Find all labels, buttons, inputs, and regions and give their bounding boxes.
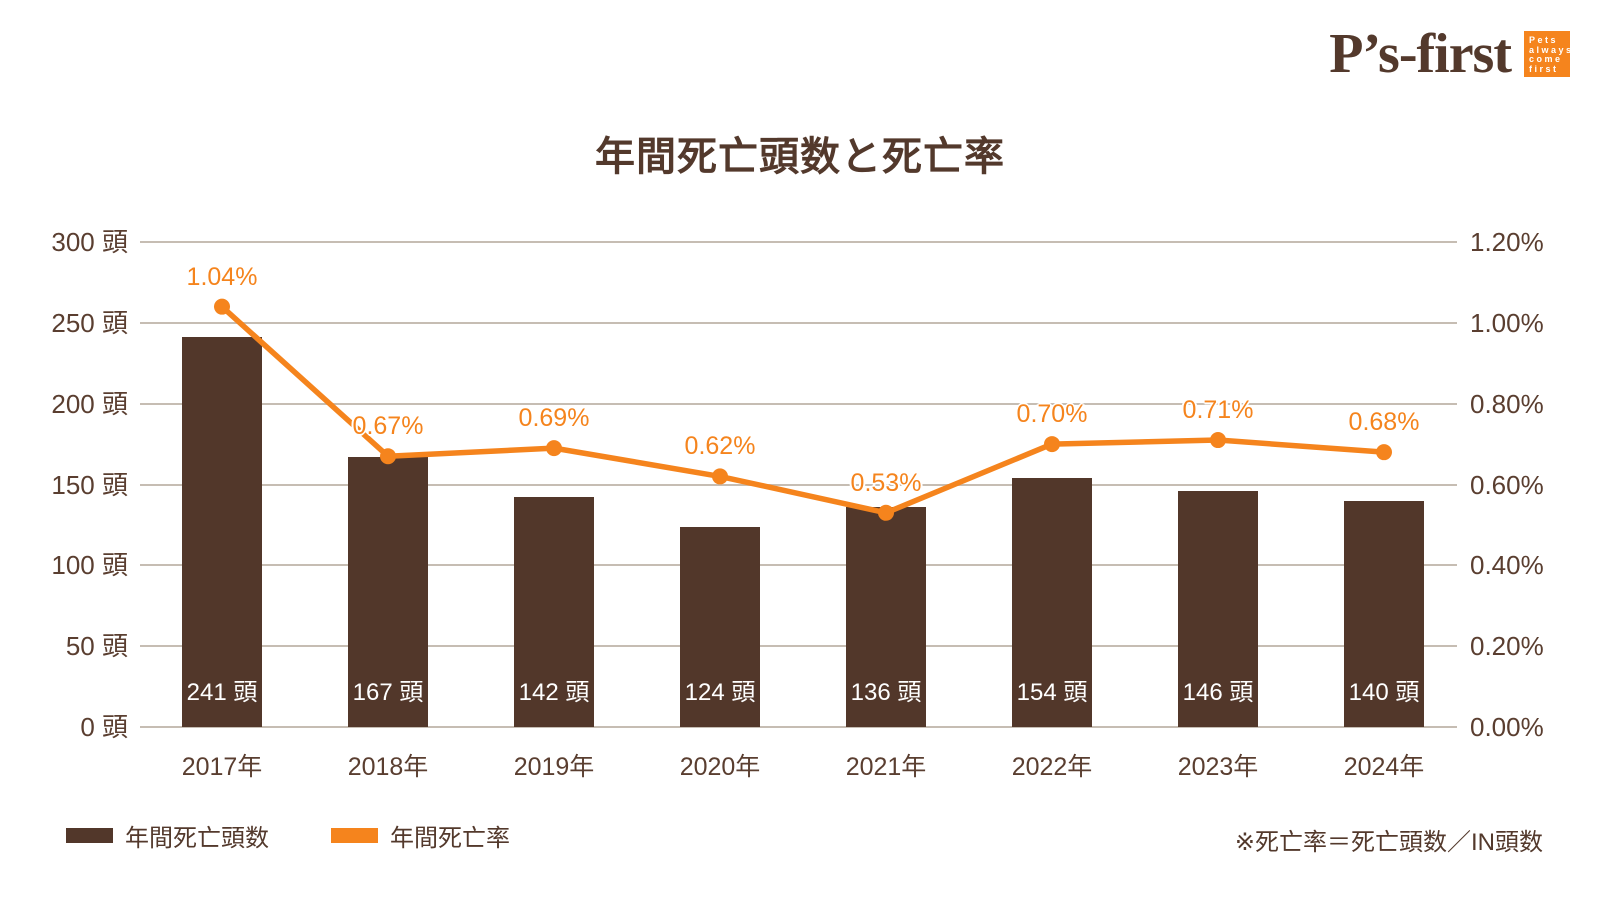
bar-2020年: 124 頭 [680,526,760,727]
bar-2018年: 167 頭 [348,457,428,727]
right-axis-tick-0.40%: 0.40% [1470,550,1544,581]
bar-2024年: 140 頭 [1344,500,1424,727]
legend-item-deaths: 年間死亡頭数 [66,818,269,853]
bar-value-label-2021年: 136 頭 [850,678,922,706]
legend-item-rate: 年間死亡率 [331,818,510,853]
footnote: ※死亡率＝死亡頭数／IN頭数 [1234,829,1543,856]
logo-badge-line: always [1529,44,1574,55]
right-axis-tick-1.20%: 1.20% [1470,227,1544,257]
line-value-label-2018年: 0.67% [352,412,424,441]
x-axis-label-2020年: 2020年 [679,753,761,781]
right-axis-tick-0.20%: 0.20% [1470,631,1544,662]
logo-wordmark: P’s-first [1329,23,1512,85]
line-value-label-2022年: 0.70% [1016,400,1088,429]
line-value-label-2023年: 0.71% [1182,396,1254,425]
logo-badge-icon: Pets always come first [1524,31,1574,77]
bar-2017年: 241 頭 [182,337,262,727]
line-value-label-2021年: 0.53% [850,468,922,497]
left-axis-tick-50: 50 頭 [65,631,128,662]
bar-2021年: 136 頭 [846,507,926,727]
logo: P’s-first Pets always come first [1329,23,1574,85]
x-axis-label-2024年: 2024年 [1343,753,1425,781]
gridline-100 [140,564,1457,567]
x-axis-label-2019年: 2019年 [513,753,595,781]
line-marker-2024年 [1376,444,1392,461]
left-axis-tick-300: 300 頭 [51,227,128,257]
chart-title: 年間死亡頭数と死亡率 [595,135,1005,179]
bar-value-label-2017年: 241 頭 [186,678,258,706]
gridline-0 [140,726,1457,728]
bar-value-label-2019年: 142 頭 [518,678,590,706]
x-axis-label-2021年: 2021年 [845,753,927,781]
logo-badge-line: Pets [1529,35,1559,45]
left-axis-tick-200: 200 頭 [51,388,128,419]
line-marker-2023年 [1210,432,1226,449]
line-value-label-2020年: 0.62% [684,432,756,461]
line-marker-2017年 [214,298,230,315]
right-axis-tick-1.00%: 1.00% [1470,307,1544,338]
bar-value-label-2024年: 140 頭 [1348,678,1420,706]
right-axis-tick-0.00%: 0.00% [1470,712,1544,742]
bar-2022年: 154 頭 [1012,478,1092,727]
legend: 年間死亡頭数 年間死亡率 [66,818,510,853]
left-axis-tick-100: 100 頭 [51,550,128,581]
bar-value-label-2023年: 146 頭 [1182,678,1254,706]
left-axis-tick-150: 150 頭 [51,469,128,500]
right-axis-tick-0.60%: 0.60% [1470,469,1544,500]
line-marker-2020年 [712,468,728,485]
x-axis-label-2022年: 2022年 [1011,753,1093,781]
gridline-50 [140,645,1457,648]
gridline-300 [140,241,1457,243]
legend-line-label: 年間死亡率 [390,824,510,852]
logo-badge-line: first [1529,63,1559,74]
x-axis-label-2018年: 2018年 [347,753,429,781]
line-marker-2022年 [1044,436,1060,453]
x-axis-label-2017年: 2017年 [181,753,263,781]
gridline-150 [140,483,1457,486]
bar-2023年: 146 頭 [1178,490,1258,727]
gridline-250 [140,321,1457,324]
line-value-label-2019年: 0.69% [518,404,590,433]
bar-value-label-2020年: 124 頭 [684,678,756,706]
logo-badge-line: come [1529,54,1563,64]
legend-line-swatch-icon [331,827,378,843]
x-axis-label-2023年: 2023年 [1177,753,1259,781]
line-value-label-2017年: 1.04% [186,262,258,291]
line-marker-2019年 [546,440,562,457]
left-axis-tick-0: 0 頭 [80,712,128,742]
line-value-label-2024年: 0.68% [1348,408,1420,437]
bar-2019年: 142 頭 [514,497,594,727]
legend-bar-label: 年間死亡頭数 [125,824,269,852]
bar-value-label-2022年: 154 頭 [1016,678,1088,706]
left-axis-tick-250: 250 頭 [51,307,128,338]
bar-value-label-2018年: 167 頭 [352,678,424,706]
right-axis-tick-0.80%: 0.80% [1470,388,1544,419]
legend-bar-swatch-icon [66,827,113,843]
